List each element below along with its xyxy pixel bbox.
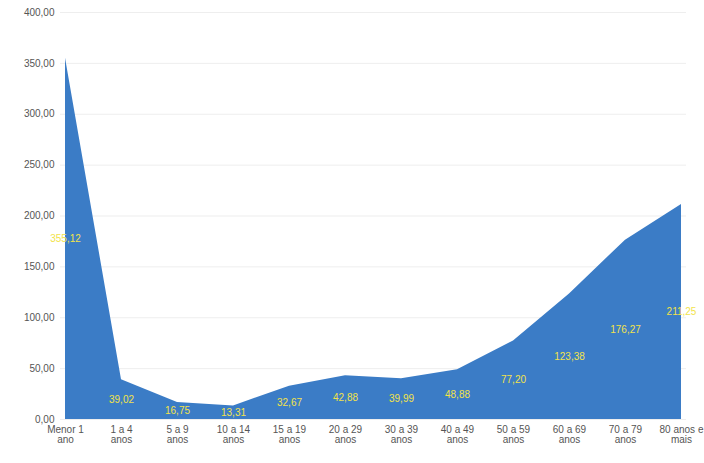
svg-text:50,00: 50,00 — [29, 363, 54, 374]
svg-text:39,02: 39,02 — [109, 394, 134, 405]
svg-text:150,00: 150,00 — [24, 261, 55, 272]
svg-text:13,31: 13,31 — [221, 407, 246, 418]
svg-text:300,00: 300,00 — [24, 108, 55, 119]
svg-text:70 a 79anos: 70 a 79anos — [609, 424, 643, 445]
svg-text:48,88: 48,88 — [445, 389, 470, 400]
svg-text:42,88: 42,88 — [333, 392, 358, 403]
svg-text:176,27: 176,27 — [610, 324, 641, 335]
svg-text:Menor 1ano: Menor 1ano — [47, 424, 84, 445]
svg-text:200,00: 200,00 — [24, 210, 55, 221]
svg-text:16,75: 16,75 — [165, 405, 190, 416]
svg-text:60 a 69anos: 60 a 69anos — [553, 424, 587, 445]
svg-text:211,25: 211,25 — [667, 306, 697, 317]
svg-text:1 a 4anos: 1 a 4anos — [110, 424, 133, 445]
svg-text:350,00: 350,00 — [24, 58, 55, 69]
svg-text:15 a 19anos: 15 a 19anos — [273, 424, 307, 445]
svg-text:0,00: 0,00 — [35, 413, 55, 425]
svg-text:80 anos emais: 80 anos emais — [660, 424, 704, 445]
svg-text:32,67: 32,67 — [277, 397, 302, 408]
svg-text:10 a 14anos: 10 a 14anos — [217, 424, 251, 445]
svg-text:123,38: 123,38 — [554, 351, 585, 362]
svg-text:100,00: 100,00 — [24, 312, 55, 323]
svg-text:50 a 59anos: 50 a 59anos — [497, 424, 531, 445]
svg-text:40 a 49anos: 40 a 49anos — [441, 424, 475, 445]
svg-text:20 a 29anos: 20 a 29anos — [329, 424, 363, 445]
svg-text:77,20: 77,20 — [501, 374, 526, 385]
svg-text:250,00: 250,00 — [24, 159, 55, 170]
svg-text:39,99: 39,99 — [389, 393, 414, 404]
svg-text:5 a 9anos: 5 a 9anos — [166, 424, 189, 445]
svg-text:400,00: 400,00 — [24, 7, 55, 18]
svg-text:30 a 39anos: 30 a 39anos — [385, 424, 419, 445]
svg-text:355,12: 355,12 — [50, 233, 81, 244]
